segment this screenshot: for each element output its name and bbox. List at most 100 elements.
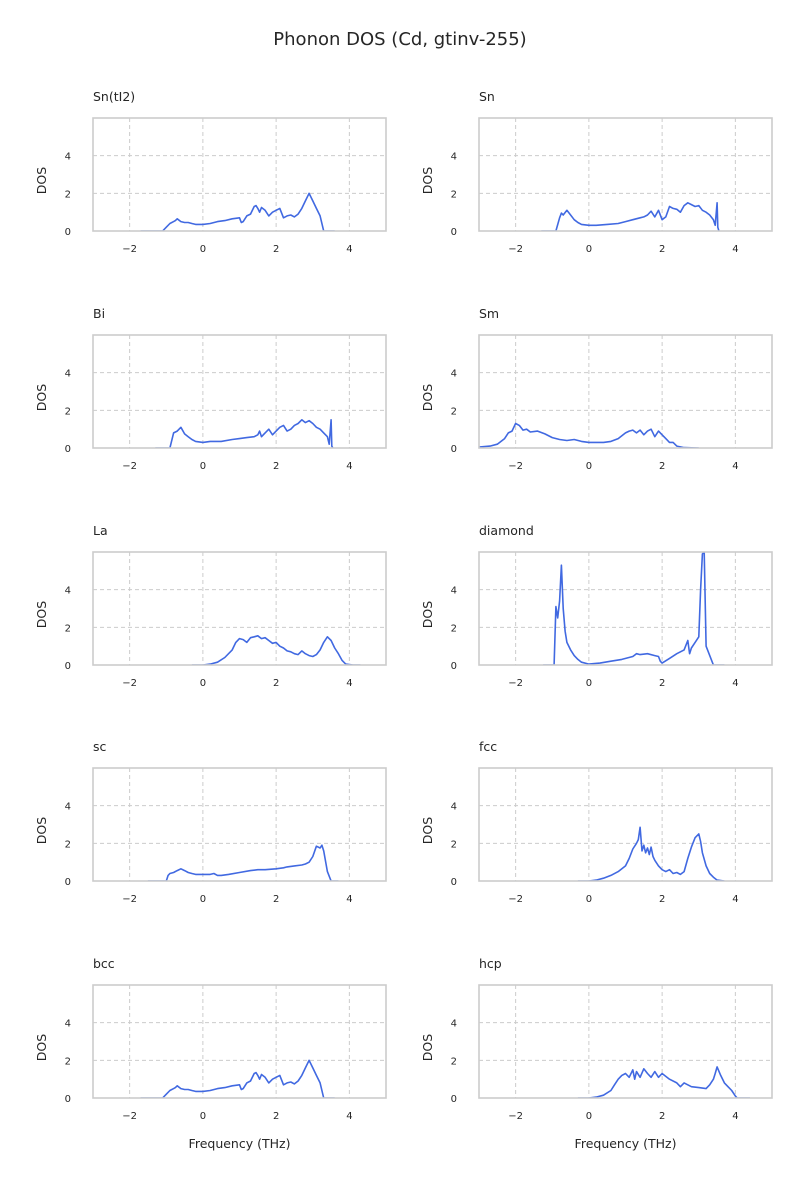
y-axis-label: DOS — [34, 601, 49, 628]
x-tick-label: 2 — [273, 244, 279, 255]
y-tick-label: 2 — [65, 623, 71, 634]
x-tick-label: 0 — [586, 894, 592, 905]
x-tick-label: 4 — [346, 461, 352, 472]
panel-title: La — [93, 523, 108, 538]
axes-frame — [92, 117, 387, 232]
x-tick-label: −2 — [508, 1111, 523, 1122]
dos-panel: Sn(tI2) −2 0 2 4 0 2 4 DOS — [34, 89, 387, 255]
y-tick-label: 0 — [451, 877, 457, 888]
panel-title: diamond — [479, 523, 534, 538]
y-axis-label: DOS — [34, 167, 49, 194]
y-tick-label: 2 — [451, 623, 457, 634]
y-axis-label: DOS — [420, 167, 435, 194]
x-tick-label: 0 — [200, 678, 206, 689]
x-tick-label: −2 — [122, 894, 137, 905]
panel-title: sc — [93, 739, 107, 754]
y-tick-label: 0 — [451, 1094, 457, 1105]
y-tick-label: 0 — [451, 227, 457, 238]
y-tick-label: 0 — [451, 661, 457, 672]
y-axis-label: DOS — [34, 384, 49, 411]
x-axis-label: Frequency (THz) — [575, 1136, 677, 1151]
x-tick-label: −2 — [122, 1111, 137, 1122]
y-axis-label: DOS — [420, 817, 435, 844]
dos-panel: bcc −2 0 2 4 0 2 4 DOS Frequency (THz) — [34, 956, 387, 1151]
x-tick-label: −2 — [508, 461, 523, 472]
y-tick-label: 0 — [65, 444, 71, 455]
x-tick-label: 2 — [273, 678, 279, 689]
x-tick-label: 4 — [346, 1111, 352, 1122]
x-tick-label: 0 — [586, 678, 592, 689]
y-tick-label: 4 — [451, 369, 457, 380]
panel-title: Bi — [93, 306, 105, 321]
x-tick-label: 0 — [200, 894, 206, 905]
x-tick-label: −2 — [508, 244, 523, 255]
x-tick-label: 4 — [732, 894, 738, 905]
y-tick-label: 2 — [451, 406, 457, 417]
x-tick-label: 2 — [273, 894, 279, 905]
y-tick-label: 4 — [451, 1019, 457, 1030]
figure-title: Phonon DOS (Cd, gtinv-255) — [273, 29, 526, 50]
x-tick-label: 2 — [659, 894, 665, 905]
x-tick-label: 0 — [200, 244, 206, 255]
y-axis-label: DOS — [420, 601, 435, 628]
x-tick-label: 4 — [346, 894, 352, 905]
dos-curve — [147, 844, 339, 881]
x-tick-label: 2 — [659, 461, 665, 472]
y-tick-label: 2 — [65, 1056, 71, 1067]
x-tick-label: 2 — [273, 1111, 279, 1122]
y-tick-label: 4 — [65, 1019, 71, 1030]
x-tick-label: 4 — [732, 461, 738, 472]
y-tick-label: 0 — [451, 444, 457, 455]
dos-panel: Bi −2 0 2 4 0 2 4 DOS — [34, 306, 387, 472]
x-tick-label: 4 — [732, 244, 738, 255]
dos-curve — [191, 635, 361, 665]
x-tick-label: 2 — [273, 461, 279, 472]
subplot-grid: Sn(tI2) −2 0 2 4 0 2 4 DOS Sn −2 0 2 4 0 2 4 DOS Bi −2 0 2 4 0 2… — [34, 89, 773, 1151]
y-tick-label: 2 — [451, 839, 457, 850]
axes-frame — [92, 984, 387, 1099]
y-tick-label: 0 — [65, 1094, 71, 1105]
x-tick-label: −2 — [508, 894, 523, 905]
y-tick-label: 2 — [65, 189, 71, 200]
panel-title: Sn — [479, 89, 495, 104]
x-tick-label: 2 — [659, 244, 665, 255]
axes-frame — [478, 767, 773, 882]
y-tick-label: 2 — [65, 839, 71, 850]
x-tick-label: 0 — [200, 461, 206, 472]
panel-title: fcc — [479, 739, 497, 754]
x-tick-label: 4 — [732, 678, 738, 689]
axes-frame — [92, 767, 387, 882]
panel-title: Sm — [479, 306, 499, 321]
dos-curve — [543, 552, 725, 665]
x-tick-label: −2 — [122, 461, 137, 472]
dos-curve — [155, 419, 334, 448]
y-tick-label: 0 — [65, 877, 71, 888]
axes-frame — [92, 551, 387, 666]
panel-title: Sn(tI2) — [93, 89, 135, 104]
x-tick-label: 4 — [346, 678, 352, 689]
dos-curve — [140, 192, 335, 231]
x-tick-label: −2 — [508, 678, 523, 689]
x-tick-label: 0 — [200, 1111, 206, 1122]
dos-panel: fcc −2 0 2 4 0 2 4 DOS — [420, 739, 773, 905]
x-tick-label: 0 — [586, 244, 592, 255]
y-axis-label: DOS — [34, 1034, 49, 1061]
y-axis-label: DOS — [420, 384, 435, 411]
dos-panel: Sm −2 0 2 4 0 2 4 DOS — [420, 306, 773, 472]
dos-panel: Sn −2 0 2 4 0 2 4 DOS — [420, 89, 773, 255]
axes-frame — [478, 334, 773, 449]
panel-title: hcp — [479, 956, 502, 971]
dos-curve — [479, 422, 699, 448]
y-tick-label: 4 — [451, 152, 457, 163]
axes-frame — [478, 984, 773, 1099]
x-tick-label: 0 — [586, 1111, 592, 1122]
y-axis-label: DOS — [34, 817, 49, 844]
dos-curve — [140, 1059, 335, 1098]
dos-panel: hcp −2 0 2 4 0 2 4 DOS Frequency (THz) — [420, 956, 773, 1151]
dos-curve — [577, 826, 725, 881]
axes-frame — [92, 334, 387, 449]
y-tick-label: 2 — [451, 189, 457, 200]
y-tick-label: 0 — [65, 227, 71, 238]
dos-curve — [577, 1066, 750, 1098]
